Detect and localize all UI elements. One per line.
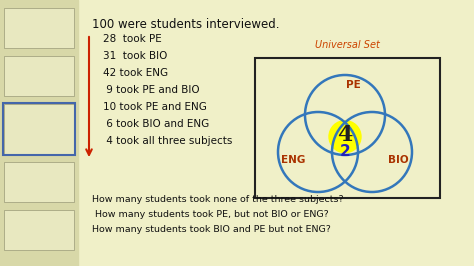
Text: 4 took all three subjects: 4 took all three subjects [103,136,232,146]
Text: How many students took none of the three subjects?: How many students took none of the three… [92,195,344,204]
Text: ENG: ENG [281,155,305,165]
Bar [4,210,74,250]
Text: How many students took BIO and PE but not ENG?: How many students took BIO and PE but no… [92,225,331,234]
Text: 100 were students interviewed.: 100 were students interviewed. [92,18,280,31]
Bar [4,8,74,48]
Bar [0,0,78,266]
Text: How many students took PE, but not BIO or ENG?: How many students took PE, but not BIO o… [92,210,329,219]
Text: 28  took PE: 28 took PE [103,34,162,44]
Text: 4: 4 [337,124,353,146]
Circle shape [329,121,361,153]
Bar [4,104,74,154]
Text: 10 took PE and ENG: 10 took PE and ENG [103,102,207,112]
Bar [3,103,75,155]
Text: PE: PE [346,80,360,90]
Text: 31  took BIO: 31 took BIO [103,51,167,61]
Text: BIO: BIO [388,155,409,165]
Text: 42 took ENG: 42 took ENG [103,68,168,78]
Text: 6 took BIO and ENG: 6 took BIO and ENG [103,119,209,129]
Text: Universal Set: Universal Set [315,40,380,50]
Bar [4,56,74,96]
Bar [4,162,74,202]
Bar [255,58,440,198]
Text: 9 took PE and BIO: 9 took PE and BIO [103,85,200,95]
Text: 2: 2 [340,144,350,159]
